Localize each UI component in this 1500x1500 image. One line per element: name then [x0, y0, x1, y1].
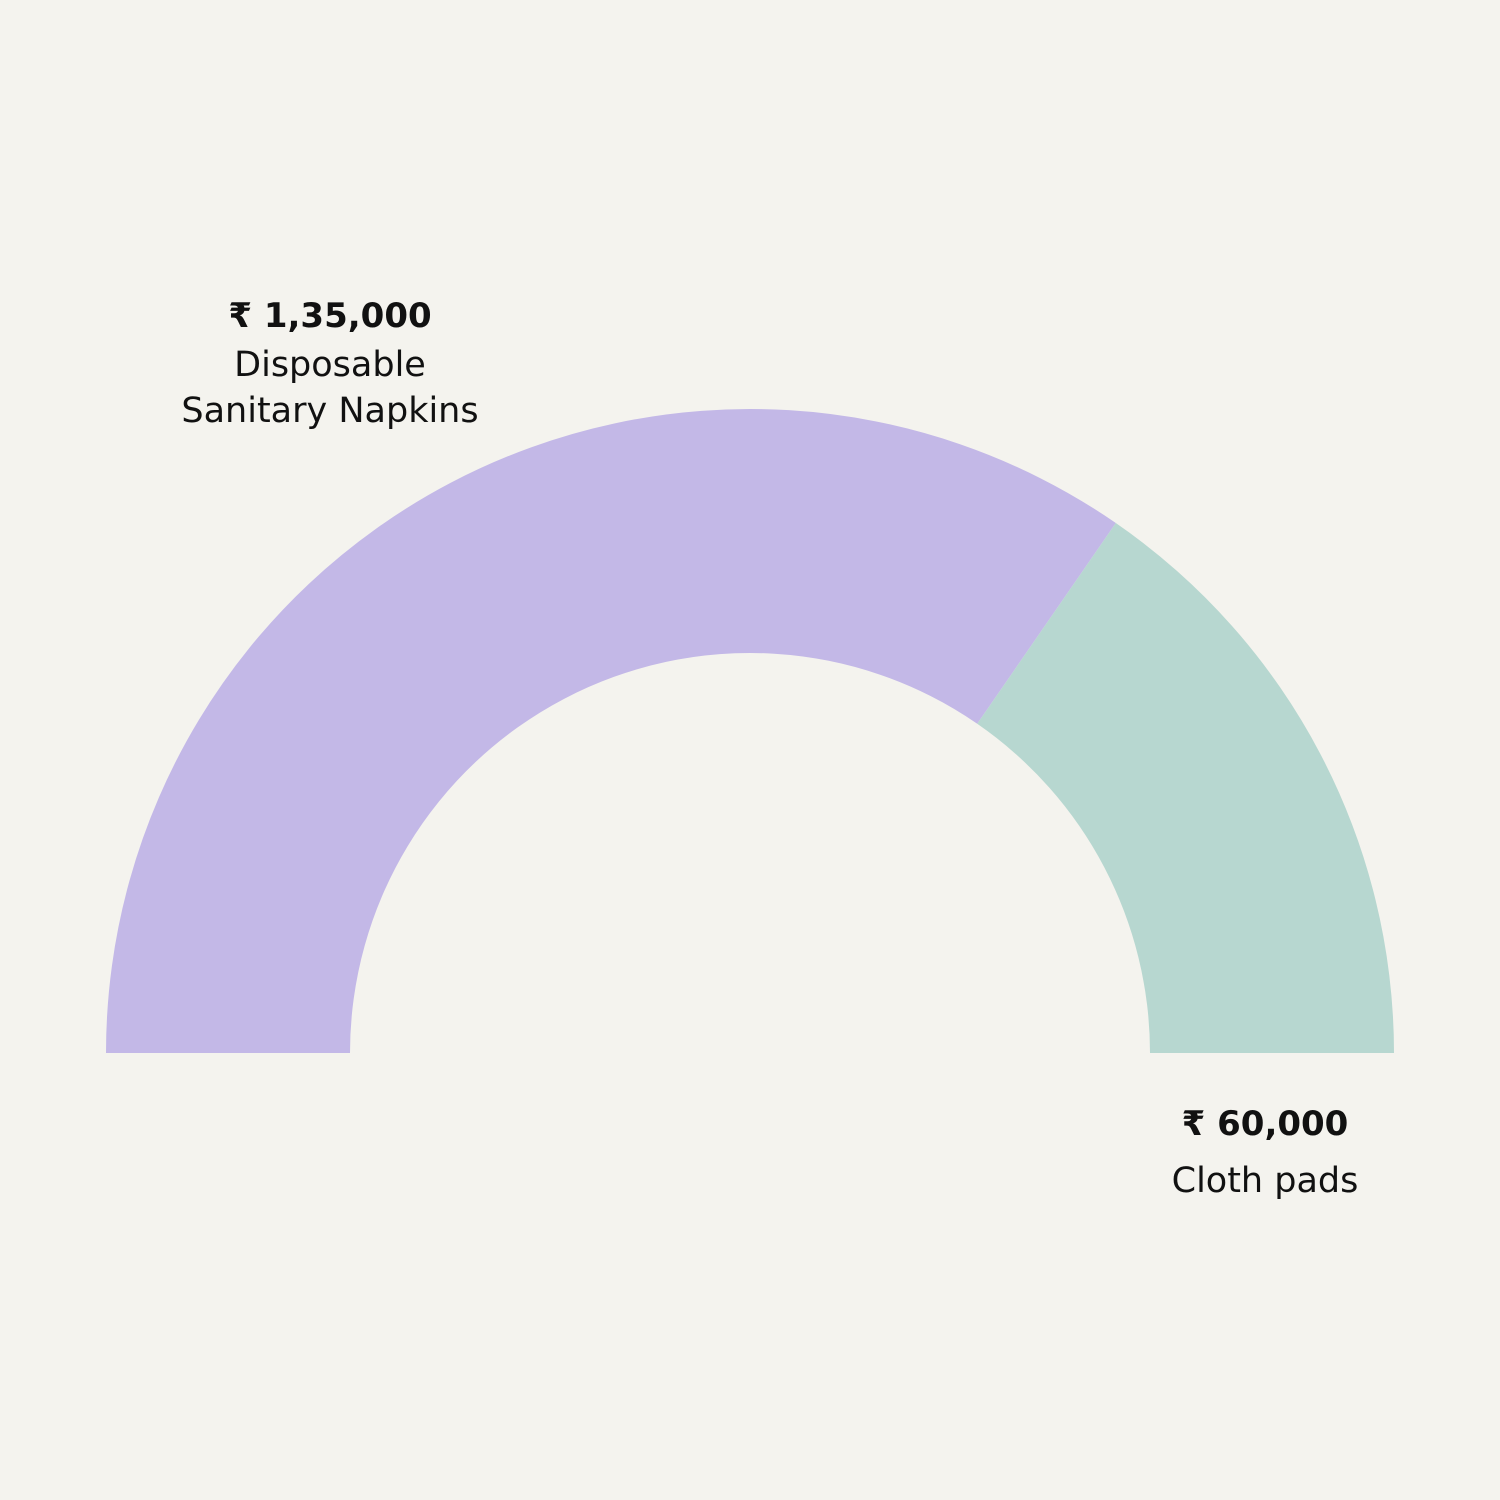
label-cloth-pads: ₹ 60,000 Cloth pads [1100, 1104, 1430, 1204]
label-disposable-sanitary-napkins: ₹ 1,35,000 Disposable Sanitary Napkins [130, 296, 530, 434]
slices-group [106, 409, 1394, 1054]
slice-cloth-pads [977, 523, 1394, 1053]
value-label-cloth-pads: ₹ 60,000 [1181, 1104, 1349, 1144]
value-label-disposable-sanitary-napkins: ₹ 1,35,000 [228, 296, 432, 336]
slice-disposable-sanitary-napkins [106, 409, 1116, 1054]
category-label-disposable-sanitary-napkins: Disposable Sanitary Napkins [181, 345, 479, 431]
category-label-cloth-pads: Cloth pads [1171, 1161, 1359, 1201]
